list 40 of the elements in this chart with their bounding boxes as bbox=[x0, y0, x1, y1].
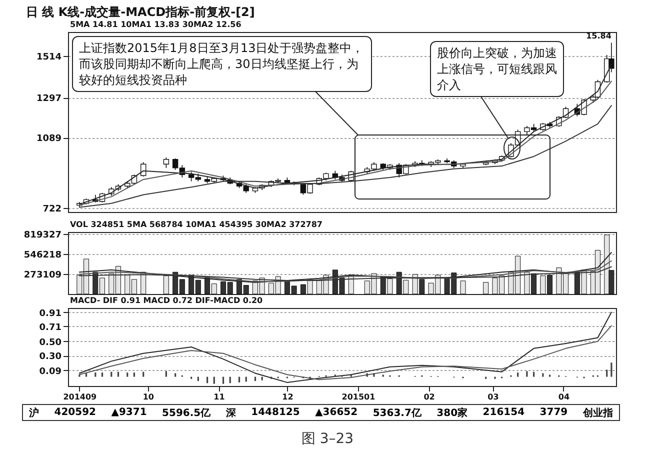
y-tick-label: 0.09 bbox=[39, 366, 62, 377]
caption: 图 3–23 bbox=[300, 430, 355, 448]
x-tick-label: 12 bbox=[282, 392, 294, 402]
text: ▲36652 bbox=[315, 407, 358, 418]
y-tick-label: 546218 bbox=[24, 250, 62, 261]
text: 创业指 bbox=[582, 406, 613, 420]
chart-title: MACD- DIF 0.91 MACD 0.72 DIF-MACD 0.20 bbox=[70, 296, 263, 305]
x-tick-label: 04 bbox=[558, 392, 570, 402]
y-tick-label: 0.30 bbox=[39, 352, 62, 362]
x-tick-label: 10 bbox=[142, 392, 154, 402]
x-tick-label: 11 bbox=[214, 392, 226, 402]
y-tick-label: 0.50 bbox=[39, 338, 62, 348]
text: 沪 bbox=[29, 406, 39, 420]
y-tick-label: 0.71 bbox=[39, 322, 62, 333]
text: 1448125 bbox=[251, 407, 300, 418]
text: 420592 bbox=[54, 407, 96, 418]
y-tick-label: 1089 bbox=[36, 134, 62, 144]
annotation: 15.84 bbox=[586, 32, 612, 41]
annotation: 上证指数2015年1月8日至3月13日处于强势盘整中，而该股同期却不断向上爬高，30日均线坚挺上行，为较好的短线投资品种 bbox=[72, 36, 372, 92]
y-tick-label: 273109 bbox=[24, 270, 62, 281]
text: 380家 bbox=[436, 406, 468, 420]
chart-subtitle: 5MA 14.81 10MA1 13.83 30MA2 12.56 bbox=[70, 20, 242, 29]
text: ▲9371 bbox=[111, 407, 147, 418]
text: 深 bbox=[226, 406, 236, 420]
x-tick-label: 201501 bbox=[342, 392, 376, 402]
text: 5596.5亿 bbox=[162, 406, 211, 420]
x-tick-label: 02 bbox=[424, 392, 435, 402]
y-tick-label: 0.91 bbox=[39, 308, 62, 319]
text: 5363.7亿 bbox=[372, 406, 422, 420]
text: 216154 bbox=[482, 407, 525, 418]
x-tick-label: 201409 bbox=[63, 392, 98, 402]
chart-title: VOL 324851 5MA 568784 10MA1 454395 30MA2 372787 bbox=[70, 220, 322, 229]
x-tick-label: 03 bbox=[488, 392, 499, 402]
annotation: 股价向上突破，为加速上涨信号，可短线跟风介入 bbox=[430, 41, 564, 97]
text: 3779 bbox=[540, 407, 568, 418]
chart-title: 日 线 K线-成交量-MACD指标-前复权-[2] bbox=[26, 4, 255, 21]
y-tick-label: 722 bbox=[42, 204, 62, 214]
y-tick-label: 1297 bbox=[36, 94, 62, 104]
y-tick-label: 1514 bbox=[36, 52, 62, 63]
y-tick-label: 819327 bbox=[24, 230, 62, 241]
